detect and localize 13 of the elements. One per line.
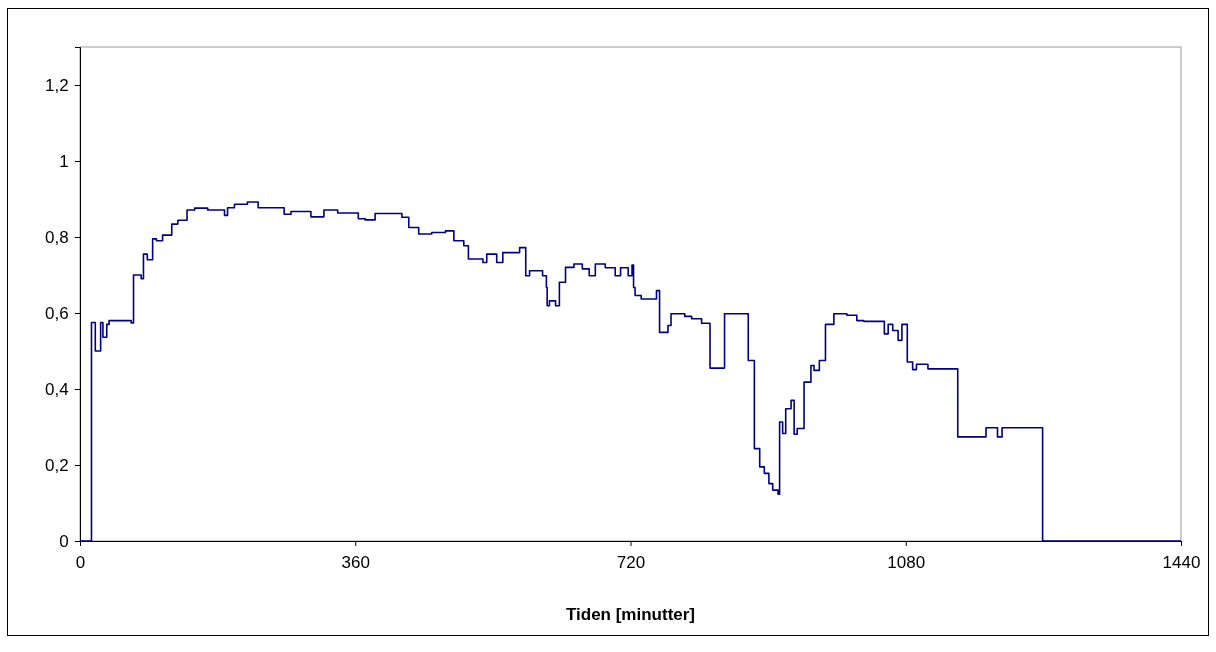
x-tick-label: 1440 [1162,552,1201,572]
y-tick-label: 0,8 [44,227,69,247]
x-axis-title: Tiden [minutter] [565,605,696,624]
y-tick-label: 1,2 [44,75,69,95]
x-tick-label: 360 [341,552,370,572]
x-tick-label: 720 [616,552,646,572]
y-tick-label: 0 [59,531,69,551]
x-tick-label: 1080 [887,552,926,572]
y-tick-label: 1 [59,151,69,171]
y-tick-label: 0,2 [44,455,69,475]
y-tick-label: 0,4 [44,379,69,399]
y-tick-label: 0,6 [44,303,69,323]
x-tick-label: 0 [75,552,86,572]
